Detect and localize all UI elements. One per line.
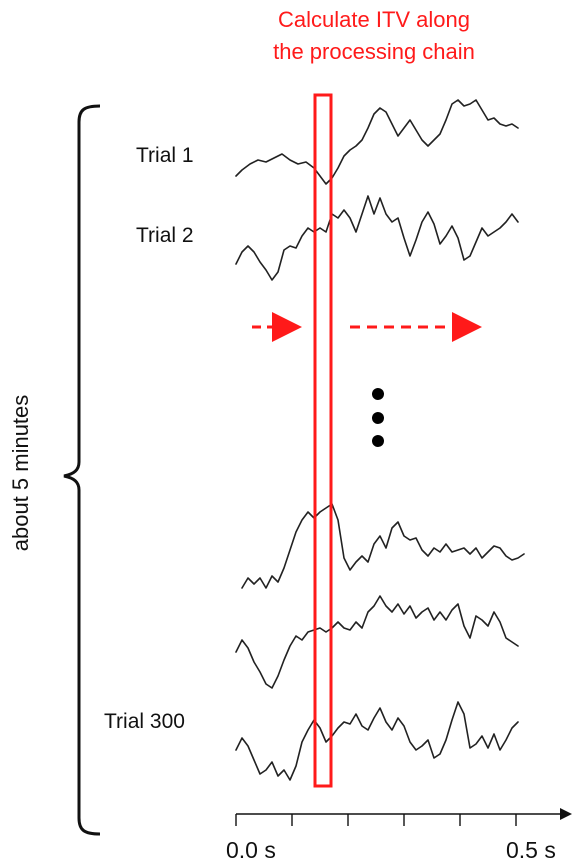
header-line-1: Calculate ITV along bbox=[278, 7, 470, 32]
time-axis-arrowhead bbox=[560, 808, 572, 820]
duration-brace bbox=[63, 104, 101, 836]
trial-1-trace bbox=[235, 99, 519, 185]
ellipsis-dot-3 bbox=[372, 435, 384, 447]
trial-2-label: Trial 2 bbox=[136, 224, 194, 247]
duration-label: about 5 minutes bbox=[8, 395, 33, 552]
ellipsis-dot-2 bbox=[372, 412, 384, 424]
axis-end-label: 0.5 s bbox=[506, 837, 556, 863]
axis-start-label: 0.0 s bbox=[226, 837, 276, 863]
trial-300-trace bbox=[235, 701, 519, 781]
trial-trace-b bbox=[235, 595, 519, 689]
ellipsis-dot-1 bbox=[372, 388, 384, 400]
time-axis-ticks bbox=[235, 814, 517, 826]
trial-1-label: Trial 1 bbox=[136, 144, 194, 167]
trial-300-label: Trial 300 bbox=[104, 710, 185, 733]
trial-2-trace bbox=[235, 195, 519, 281]
itv-window-highlight bbox=[313, 93, 333, 788]
header-line-2: the processing chain bbox=[273, 39, 475, 64]
trial-trace-a bbox=[241, 503, 525, 589]
